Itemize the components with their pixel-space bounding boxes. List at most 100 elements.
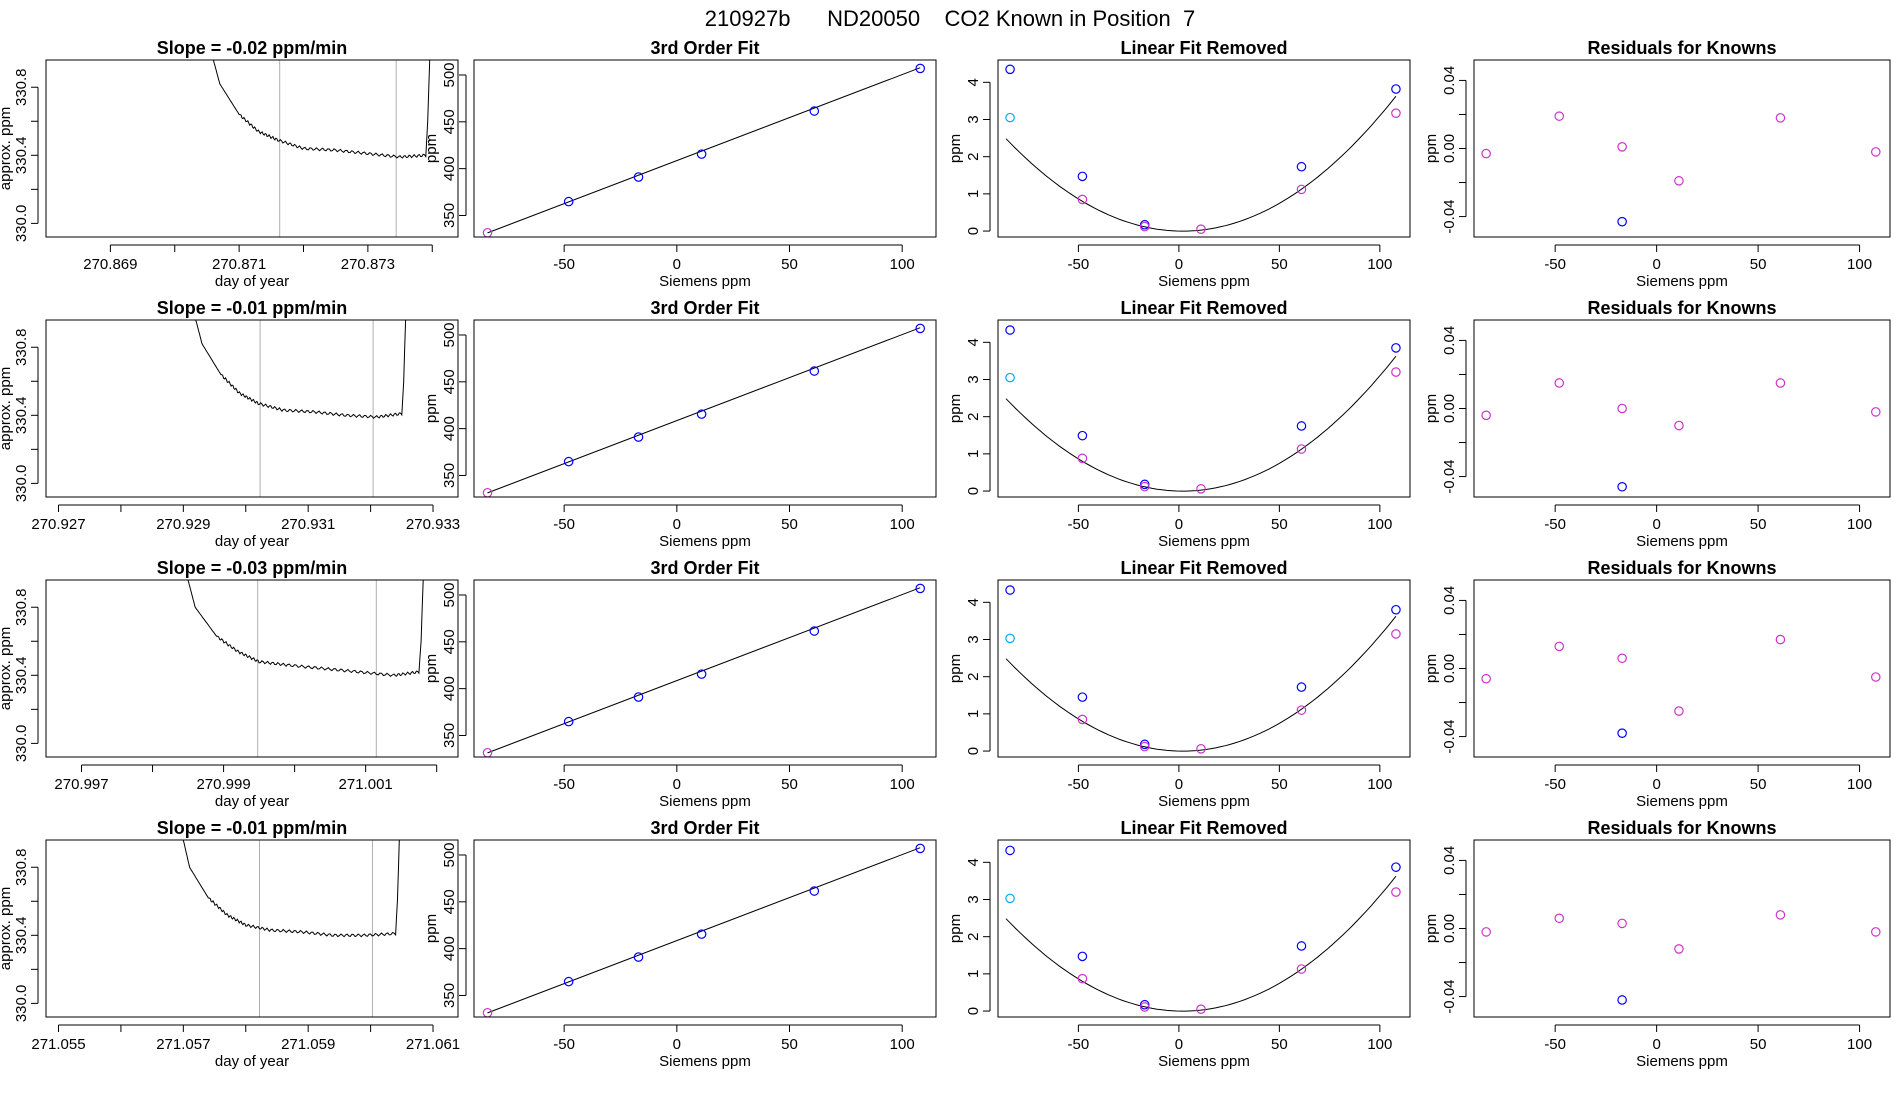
fit-curve: [1005, 875, 1397, 1012]
page-title: 210927b ND20050 CO2 Known in Position 7: [704, 6, 1196, 31]
panel-title: Linear Fit Removed: [1120, 818, 1287, 838]
data-point-magenta: [1391, 108, 1401, 118]
x-axis: 270.997 270.999 271.001: [54, 764, 438, 793]
panel-content: [1005, 64, 1401, 234]
data-point-blue: [1296, 161, 1307, 172]
panel-title: 3rd Order Fit: [650, 38, 759, 58]
y-tick-label: 0.00: [1441, 134, 1458, 163]
x-axis: -50 0 50 100: [1544, 244, 1872, 273]
data-point-magenta: [1296, 444, 1307, 454]
x-tick-label: 0: [1175, 1036, 1183, 1053]
y-tick-label: 4: [965, 338, 982, 346]
data-point-cyan: [1005, 893, 1015, 904]
panel-r3c4: Residuals for Knowns -50 0 50 100 Siemens ppm…: [1423, 558, 1891, 810]
x-tick-label: 270.929: [156, 516, 210, 533]
data-point-blue: [1391, 604, 1401, 615]
data-point-blue: [1077, 951, 1088, 962]
data-point-magenta: [1674, 420, 1684, 431]
x-tick-label: -50: [1068, 256, 1090, 273]
y-tick-label: 330.0: [13, 985, 30, 1023]
x-tick-label: 0: [1175, 256, 1183, 273]
y-tick-label: 330.4: [13, 917, 30, 955]
data-point-magenta: [1391, 629, 1401, 639]
y-tick-label: 4: [965, 598, 982, 606]
fit-curve: [1005, 95, 1397, 232]
x-tick-label: 100: [890, 256, 915, 273]
y-tick-label: 0.04: [1441, 586, 1458, 615]
panel-r1c2: 3rd Order Fit -50 0 50 100 Siemens ppm 350 400 4…: [423, 38, 937, 290]
x-tick-label: 271.059: [281, 1036, 335, 1053]
x-axis-label: day of year: [215, 1053, 289, 1070]
y-tick-label: 500: [441, 842, 458, 867]
x-tick-label: 50: [1750, 256, 1767, 273]
data-point-blue: [809, 626, 820, 636]
y-tick-label: 330.8: [13, 328, 30, 366]
y-axis-label: ppm: [423, 134, 440, 163]
y-tick-label: -0.04: [1441, 719, 1458, 753]
panel-title: 3rd Order Fit: [650, 558, 759, 578]
x-tick-label: 100: [890, 1036, 915, 1053]
panel-content: [1481, 634, 1881, 738]
data-point-magenta: [1554, 641, 1565, 652]
y-axis: 350 400 450 500: [441, 322, 467, 488]
panel-content: [1005, 845, 1401, 1014]
data-point-magenta: [1296, 705, 1307, 715]
y-axis-label: ppm: [947, 914, 964, 943]
x-axis: -50 0 50 100: [553, 244, 915, 273]
y-tick-label: 1: [965, 970, 982, 978]
y-tick-label: 0.04: [1441, 326, 1458, 355]
fit-curve: [1005, 615, 1397, 752]
data-point-blue: [1391, 343, 1401, 353]
y-axis: 0 1 2 3 4: [965, 78, 991, 235]
y-axis-label: ppm: [1423, 654, 1440, 683]
x-tick-label: -50: [1068, 1036, 1090, 1053]
y-tick-label: 330.4: [13, 397, 30, 435]
panel-title: Slope = -0.01 ppm/min: [157, 818, 348, 838]
x-tick-label: 50: [781, 776, 798, 793]
data-trace: [187, 580, 424, 677]
y-tick-label: 0.04: [1441, 66, 1458, 95]
y-tick-label: 330.8: [13, 588, 30, 626]
x-tick-label: 50: [1271, 516, 1288, 533]
x-axis-label: Siemens ppm: [1158, 273, 1250, 290]
data-point-blue: [696, 669, 707, 679]
data-point-blue: [696, 929, 707, 939]
data-point-magenta: [1196, 744, 1206, 754]
panel-title: Residuals for Knowns: [1587, 38, 1776, 58]
y-tick-label: 350: [441, 983, 458, 1008]
y-axis-label: ppm: [1423, 134, 1440, 163]
y-tick-label: 400: [441, 936, 458, 961]
data-point-magenta: [1077, 453, 1088, 464]
y-tick-label: 1: [965, 450, 982, 458]
y-tick-label: 330.8: [13, 848, 30, 886]
x-tick-label: 0: [1652, 776, 1660, 793]
data-point-magenta: [1481, 410, 1491, 421]
data-point-magenta: [1481, 673, 1491, 684]
x-tick-label: 100: [1847, 516, 1872, 533]
x-axis: 270.927 270.929 270.931 270.933: [31, 504, 460, 533]
y-axis-label: ppm: [947, 134, 964, 163]
x-tick-label: 0: [673, 516, 681, 533]
y-tick-label: 0: [965, 747, 982, 755]
plot-frame: [997, 579, 1411, 758]
panel-content: [187, 580, 424, 757]
panel-title: Slope = -0.02 ppm/min: [157, 38, 348, 58]
x-tick-label: 270.869: [83, 256, 137, 273]
y-tick-label: 2: [965, 413, 982, 421]
y-tick-label: 450: [441, 629, 458, 654]
data-point-blue: [1617, 728, 1627, 738]
data-trace: [212, 60, 431, 159]
y-tick-label: 330.4: [13, 137, 30, 175]
plot-frame: [1473, 579, 1891, 758]
y-tick-label: 350: [441, 203, 458, 228]
x-axis-label: day of year: [215, 273, 289, 290]
data-point-magenta: [1617, 653, 1627, 664]
y-axis-label: ppm: [423, 914, 440, 943]
fit-curve: [1005, 355, 1397, 492]
data-point-magenta: [1077, 714, 1088, 725]
data-point-blue: [1296, 682, 1307, 692]
